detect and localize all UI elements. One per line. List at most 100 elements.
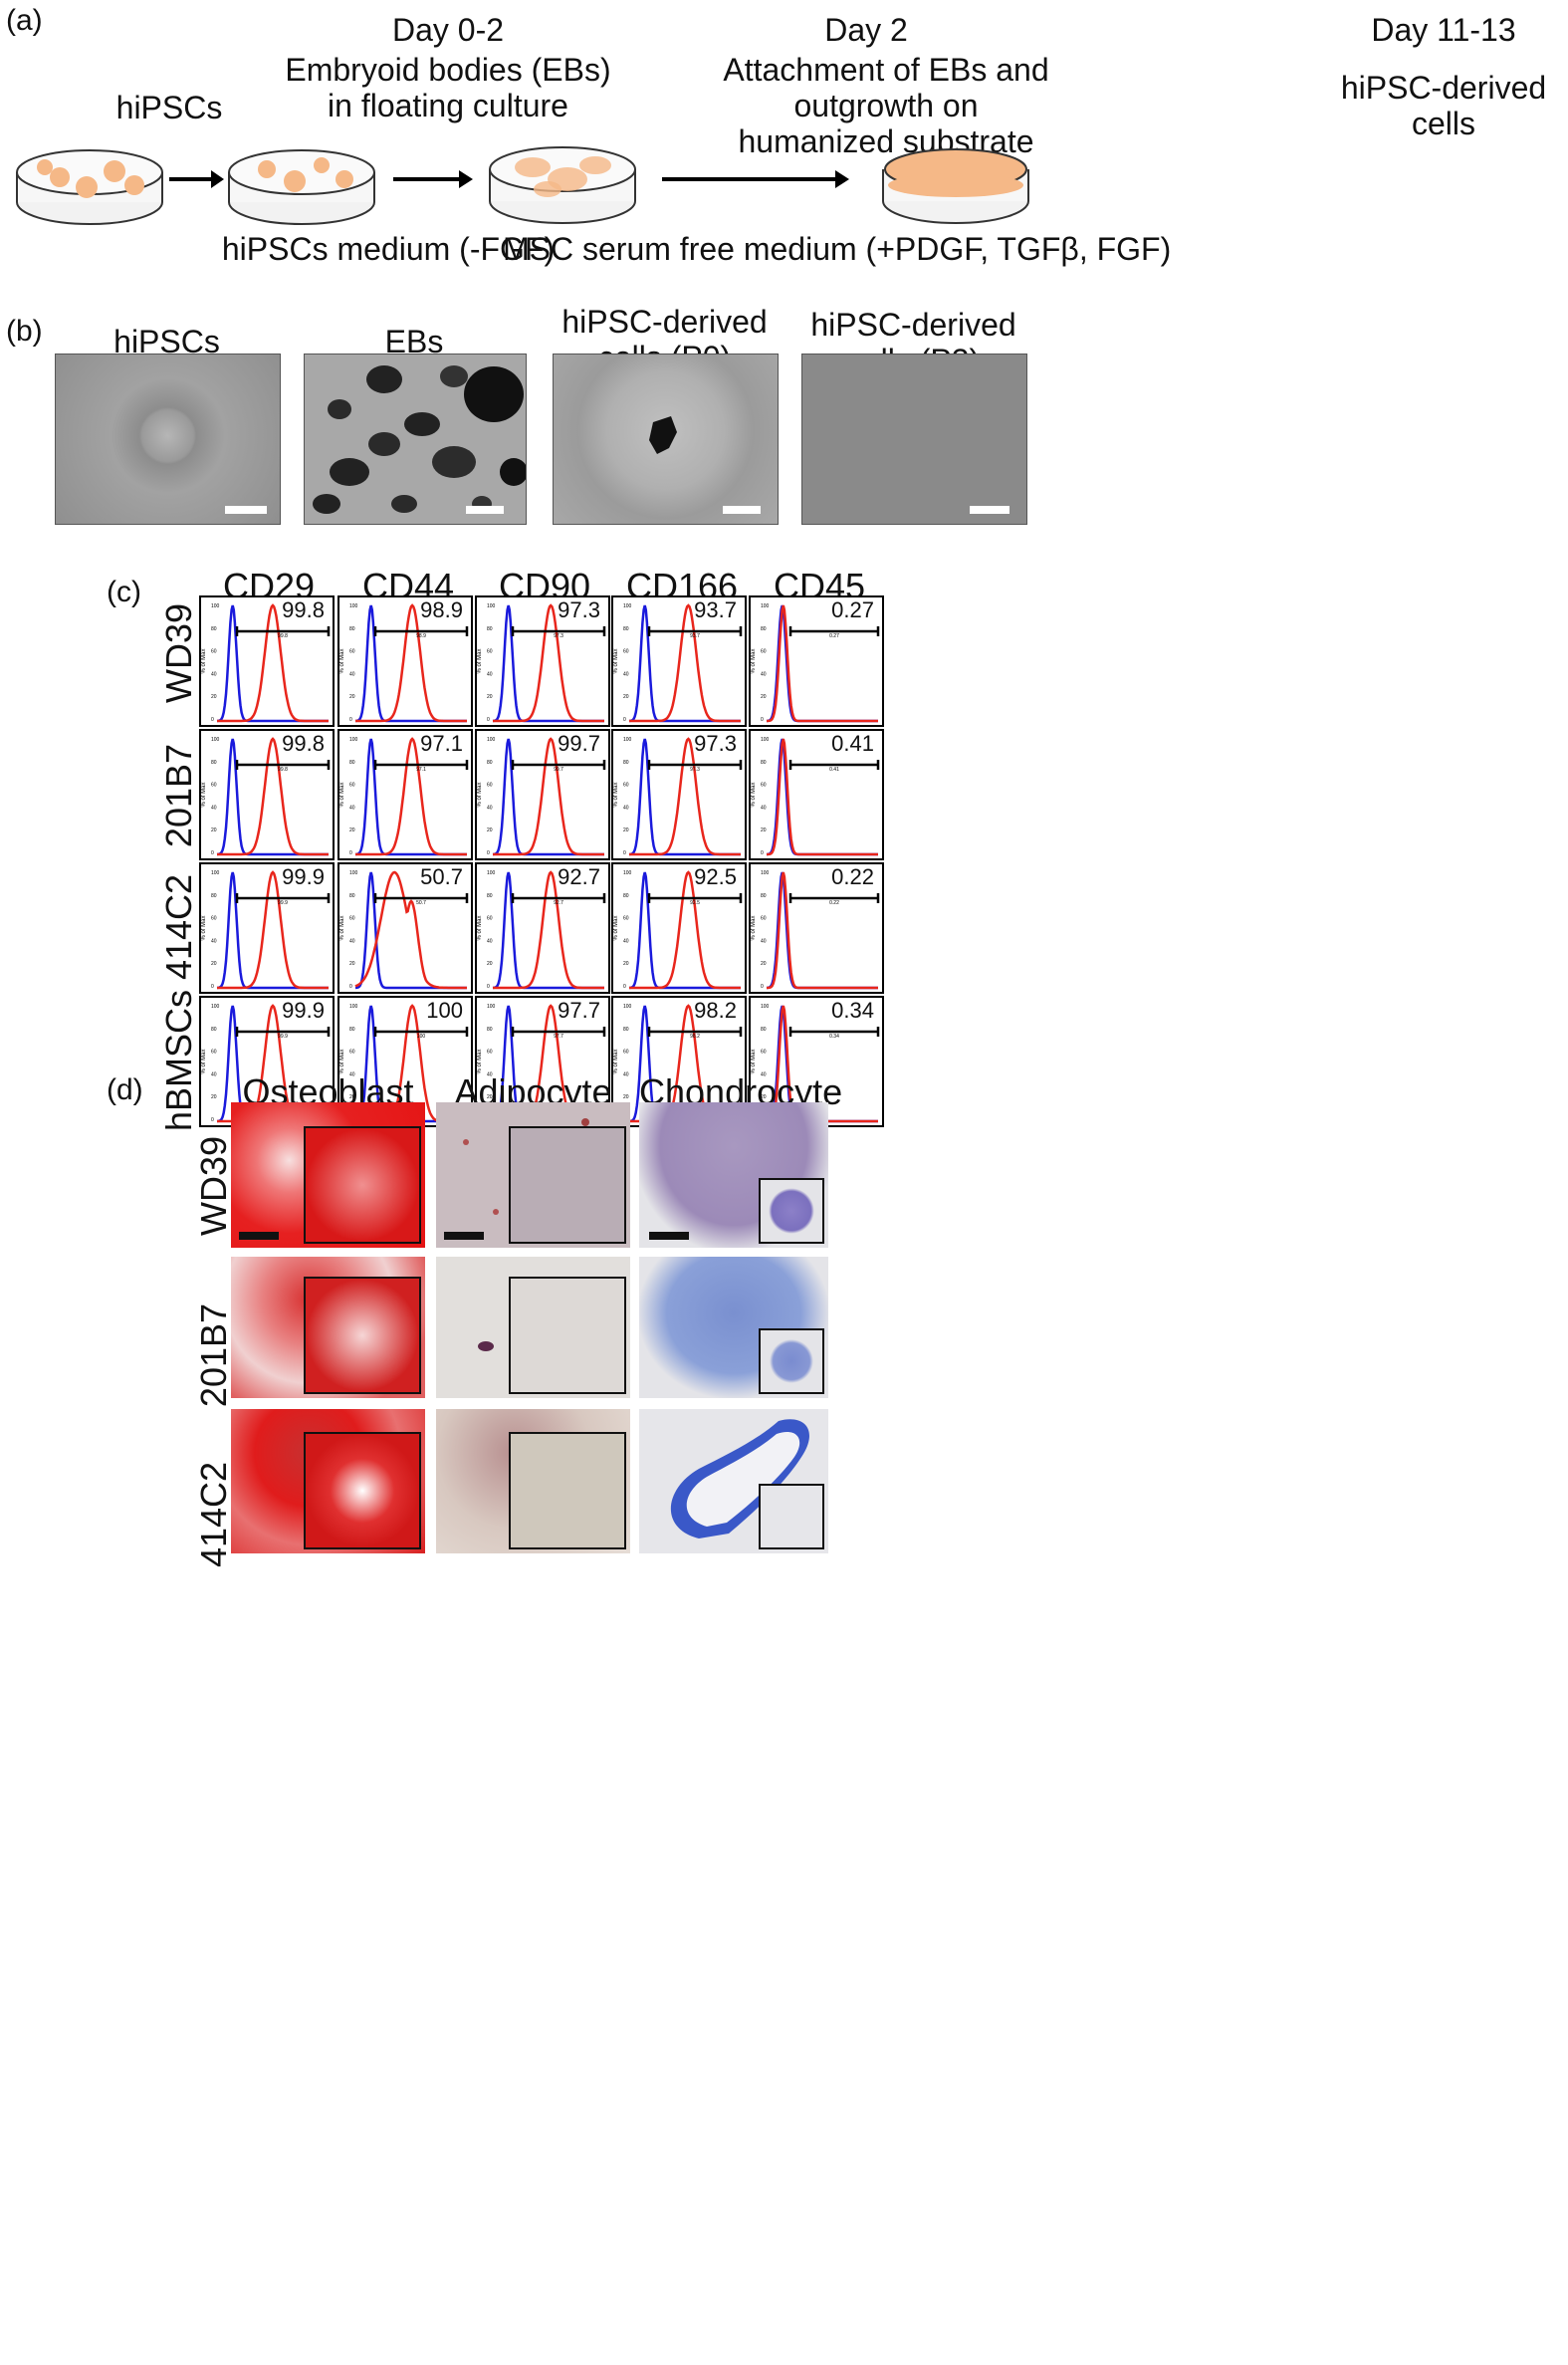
gate-label: 97.7: [554, 1034, 563, 1040]
y-tick-label: 100: [761, 737, 770, 743]
histogram-414c2-cd29: 99.9 % of Max 100 80 60 40 20 0 99.9: [199, 862, 335, 994]
y-tick-label: 80: [211, 893, 217, 899]
y-tick-label: 40: [211, 805, 217, 811]
histogram-plot: % of Max 100 80 60 40 20 0 97.3: [477, 603, 606, 723]
inset-image: [759, 1484, 824, 1549]
eb-clusters: [313, 365, 526, 514]
gate-bar: [235, 1027, 331, 1037]
y-tick-label: 80: [211, 626, 217, 632]
gate-bar: [647, 1027, 743, 1037]
stage-day-11-13: Day 11-13: [1371, 12, 1516, 48]
positive-percent: 99.9: [282, 998, 325, 1023]
micrograph-hipscs: [55, 354, 281, 525]
isotype-curve: [492, 738, 604, 856]
isotype-curve: [216, 871, 329, 990]
y-tick-label: 20: [487, 1094, 493, 1100]
y-axis-label: % of Max: [477, 1049, 483, 1073]
y-tick-label: 60: [761, 783, 767, 789]
y-tick-label: 20: [487, 961, 493, 967]
y-tick-label: 80: [761, 1027, 767, 1033]
dish-derived: [882, 148, 1029, 224]
scale-bar: [444, 1232, 484, 1240]
y-tick-label: 40: [211, 938, 217, 944]
inset-image: [509, 1432, 626, 1549]
y-tick-label: 20: [623, 1094, 629, 1100]
stain-adipocyte-201b7: [436, 1257, 630, 1398]
isotype-curve: [354, 604, 467, 723]
y-axis-label: % of Max: [613, 915, 619, 940]
y-tick-label: 100: [211, 870, 220, 876]
gate-bar: [373, 760, 469, 770]
positive-percent: 0.41: [831, 731, 874, 756]
histogram-plot: % of Max 100 80 60 40 20 0 0.22: [751, 870, 880, 990]
y-tick-label: 40: [761, 938, 767, 944]
scale-bar: [225, 506, 267, 514]
histogram-201b7-cd29: 99.8 % of Max 100 80 60 40 20 0 99.8: [199, 729, 335, 860]
medium-msc: MSC serum free medium (+PDGF, TGFβ, FGF): [503, 231, 1172, 267]
gate-label: 99.9: [278, 1034, 288, 1040]
isotype-curve: [492, 871, 604, 990]
inset-image: [509, 1277, 626, 1394]
micrograph-p3: [801, 354, 1027, 525]
gate-bar: [788, 1027, 880, 1037]
gate-label: 99.8: [278, 767, 288, 773]
dish-attachment: [489, 146, 636, 224]
stage-day-2: Day 2: [824, 12, 908, 48]
y-tick-label: 40: [487, 1071, 493, 1077]
histogram-414c2-cd90: 92.7 % of Max 100 80 60 40 20 0 92.7: [475, 862, 610, 994]
isotype-curve: [766, 738, 878, 856]
scale-bar: [723, 506, 761, 514]
gate-label: 100: [417, 1034, 426, 1040]
histogram-plot: % of Max 100 80 60 40 20 0 92.7: [477, 870, 606, 990]
marker-curve: [767, 871, 878, 990]
y-axis-label: % of Max: [613, 1049, 619, 1073]
y-tick-label: 60: [487, 649, 493, 655]
y-tick-label: 20: [761, 694, 767, 700]
y-tick-label: 60: [487, 783, 493, 789]
y-tick-label: 40: [487, 805, 493, 811]
stage-day-0-2: Day 0-2: [391, 12, 505, 48]
y-axis-label: % of Max: [477, 648, 483, 673]
histogram-wd39-cd90: 97.3 % of Max 100 80 60 40 20 0 97.3: [475, 595, 610, 727]
y-tick-label: 60: [211, 649, 217, 655]
y-tick-label: 100: [349, 737, 358, 743]
marker-curve: [493, 870, 604, 990]
positive-percent: 92.7: [558, 864, 600, 889]
y-tick-label: 0: [349, 850, 352, 856]
marker-curve: [767, 738, 878, 856]
inset-image: [509, 1126, 626, 1244]
y-tick-label: 60: [761, 1050, 767, 1056]
y-tick-label: 60: [211, 1050, 217, 1056]
y-axis-label: % of Max: [339, 1049, 345, 1073]
y-tick-label: 80: [487, 893, 493, 899]
gate-bar: [235, 626, 331, 636]
stage-title-ebs: Embryoid bodies (EBs) in floating cultur…: [285, 52, 611, 123]
y-tick-label: 80: [211, 760, 217, 766]
positive-percent: 0.27: [831, 597, 874, 622]
isotype-curve: [766, 604, 878, 723]
isotype-curve: [492, 604, 604, 723]
gate-bar: [788, 893, 880, 903]
y-tick-label: 40: [623, 938, 629, 944]
y-tick-label: 60: [623, 916, 629, 922]
y-axis-label: % of Max: [339, 915, 345, 940]
stain-row-414c2: 414C2: [193, 1461, 234, 1568]
gate-label: 99.8: [278, 633, 288, 639]
gate-bar: [235, 760, 331, 770]
gate-label: 97.3: [690, 767, 700, 773]
marker-curve: [217, 737, 329, 856]
stain-row-wd39: WD39: [193, 1135, 234, 1237]
y-tick-label: 80: [487, 626, 493, 632]
y-tick-label: 40: [211, 1071, 217, 1077]
y-tick-label: 100: [211, 603, 220, 609]
y-tick-label: 100: [487, 870, 496, 876]
y-tick-label: 80: [487, 760, 493, 766]
y-tick-label: 20: [211, 828, 217, 833]
y-tick-label: 20: [761, 961, 767, 967]
y-axis-label: % of Max: [613, 648, 619, 673]
y-tick-label: 100: [349, 603, 358, 609]
y-tick-label: 40: [487, 671, 493, 677]
gate-label: 92.5: [690, 900, 700, 906]
gate-label: 97.1: [416, 767, 426, 773]
arrow-2: [393, 170, 473, 188]
